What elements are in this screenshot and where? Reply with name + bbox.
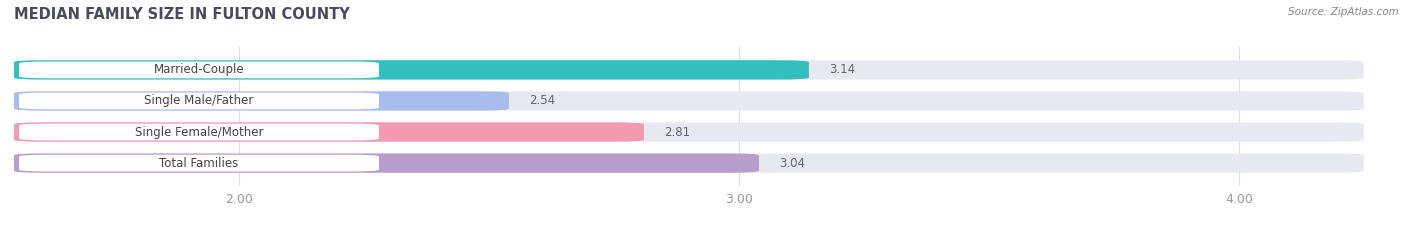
FancyBboxPatch shape (14, 122, 644, 142)
Text: Single Male/Father: Single Male/Father (145, 94, 253, 107)
FancyBboxPatch shape (14, 60, 1364, 79)
Text: MEDIAN FAMILY SIZE IN FULTON COUNTY: MEDIAN FAMILY SIZE IN FULTON COUNTY (14, 7, 350, 22)
FancyBboxPatch shape (20, 124, 380, 140)
FancyBboxPatch shape (20, 93, 380, 109)
Text: Married-Couple: Married-Couple (153, 63, 245, 76)
Text: Single Female/Mother: Single Female/Mother (135, 126, 263, 139)
FancyBboxPatch shape (14, 154, 759, 173)
FancyBboxPatch shape (14, 91, 509, 111)
FancyBboxPatch shape (14, 60, 808, 79)
Text: 3.04: 3.04 (779, 157, 804, 170)
FancyBboxPatch shape (20, 62, 380, 78)
Text: 3.14: 3.14 (830, 63, 855, 76)
FancyBboxPatch shape (14, 91, 1364, 111)
FancyBboxPatch shape (14, 122, 1364, 142)
FancyBboxPatch shape (20, 155, 380, 171)
FancyBboxPatch shape (14, 154, 1364, 173)
Text: Source: ZipAtlas.com: Source: ZipAtlas.com (1288, 7, 1399, 17)
Text: 2.54: 2.54 (529, 94, 555, 107)
Text: Total Families: Total Families (159, 157, 239, 170)
Text: 2.81: 2.81 (664, 126, 690, 139)
